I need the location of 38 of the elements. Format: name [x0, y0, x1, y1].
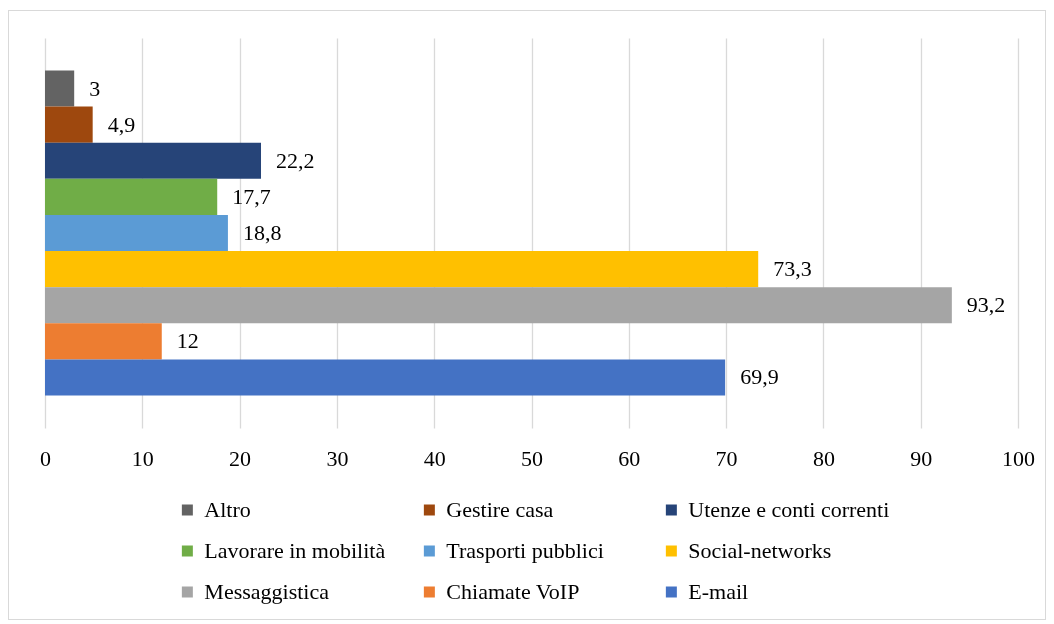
data-label: 93,2	[966, 292, 1006, 318]
legend-label: Lavorare in mobilità	[204, 538, 386, 563]
data-label: 69,9	[740, 364, 779, 390]
bar	[45, 323, 162, 360]
x-tick-label: 40	[423, 445, 446, 471]
x-tick-label: 50	[521, 445, 543, 471]
x-tick-label: 30	[326, 445, 349, 471]
x-tick-label: 60	[618, 445, 641, 471]
bar	[45, 142, 262, 179]
legend-label: Social-networks	[688, 538, 832, 563]
data-label: 17,7	[232, 183, 271, 209]
legend-label: E-mail	[688, 579, 749, 604]
x-tick-label: 20	[229, 445, 252, 471]
data-label: 4,9	[107, 111, 136, 137]
data-label: 73,3	[773, 256, 812, 282]
data-label: 3	[89, 75, 101, 101]
legend-label: Messaggistica	[204, 579, 330, 604]
data-label: 12	[176, 328, 199, 354]
bar	[45, 70, 75, 107]
bar	[45, 359, 726, 396]
bar	[45, 287, 952, 324]
x-tick-label: 70	[715, 445, 738, 471]
legend-label: Chiamate VoIP	[446, 579, 580, 604]
x-tick-label: 80	[812, 445, 835, 471]
x-tick-label: 10	[131, 445, 154, 471]
legend-label: Gestire casa	[446, 497, 554, 522]
legend-label: Trasporti pubblici	[446, 538, 604, 563]
legend-label: Utenze e conti correnti	[688, 497, 890, 522]
bar	[45, 251, 759, 288]
data-label: 22,2	[276, 147, 315, 173]
bar	[45, 106, 93, 143]
data-label: 18,8	[242, 220, 282, 245]
bar	[45, 178, 218, 215]
x-tick-label: 0	[40, 445, 51, 471]
x-tick-label: 90	[910, 445, 933, 471]
bar	[45, 214, 228, 252]
legend-label: Altro	[204, 497, 251, 522]
x-tick-label: 100	[1002, 445, 1035, 471]
